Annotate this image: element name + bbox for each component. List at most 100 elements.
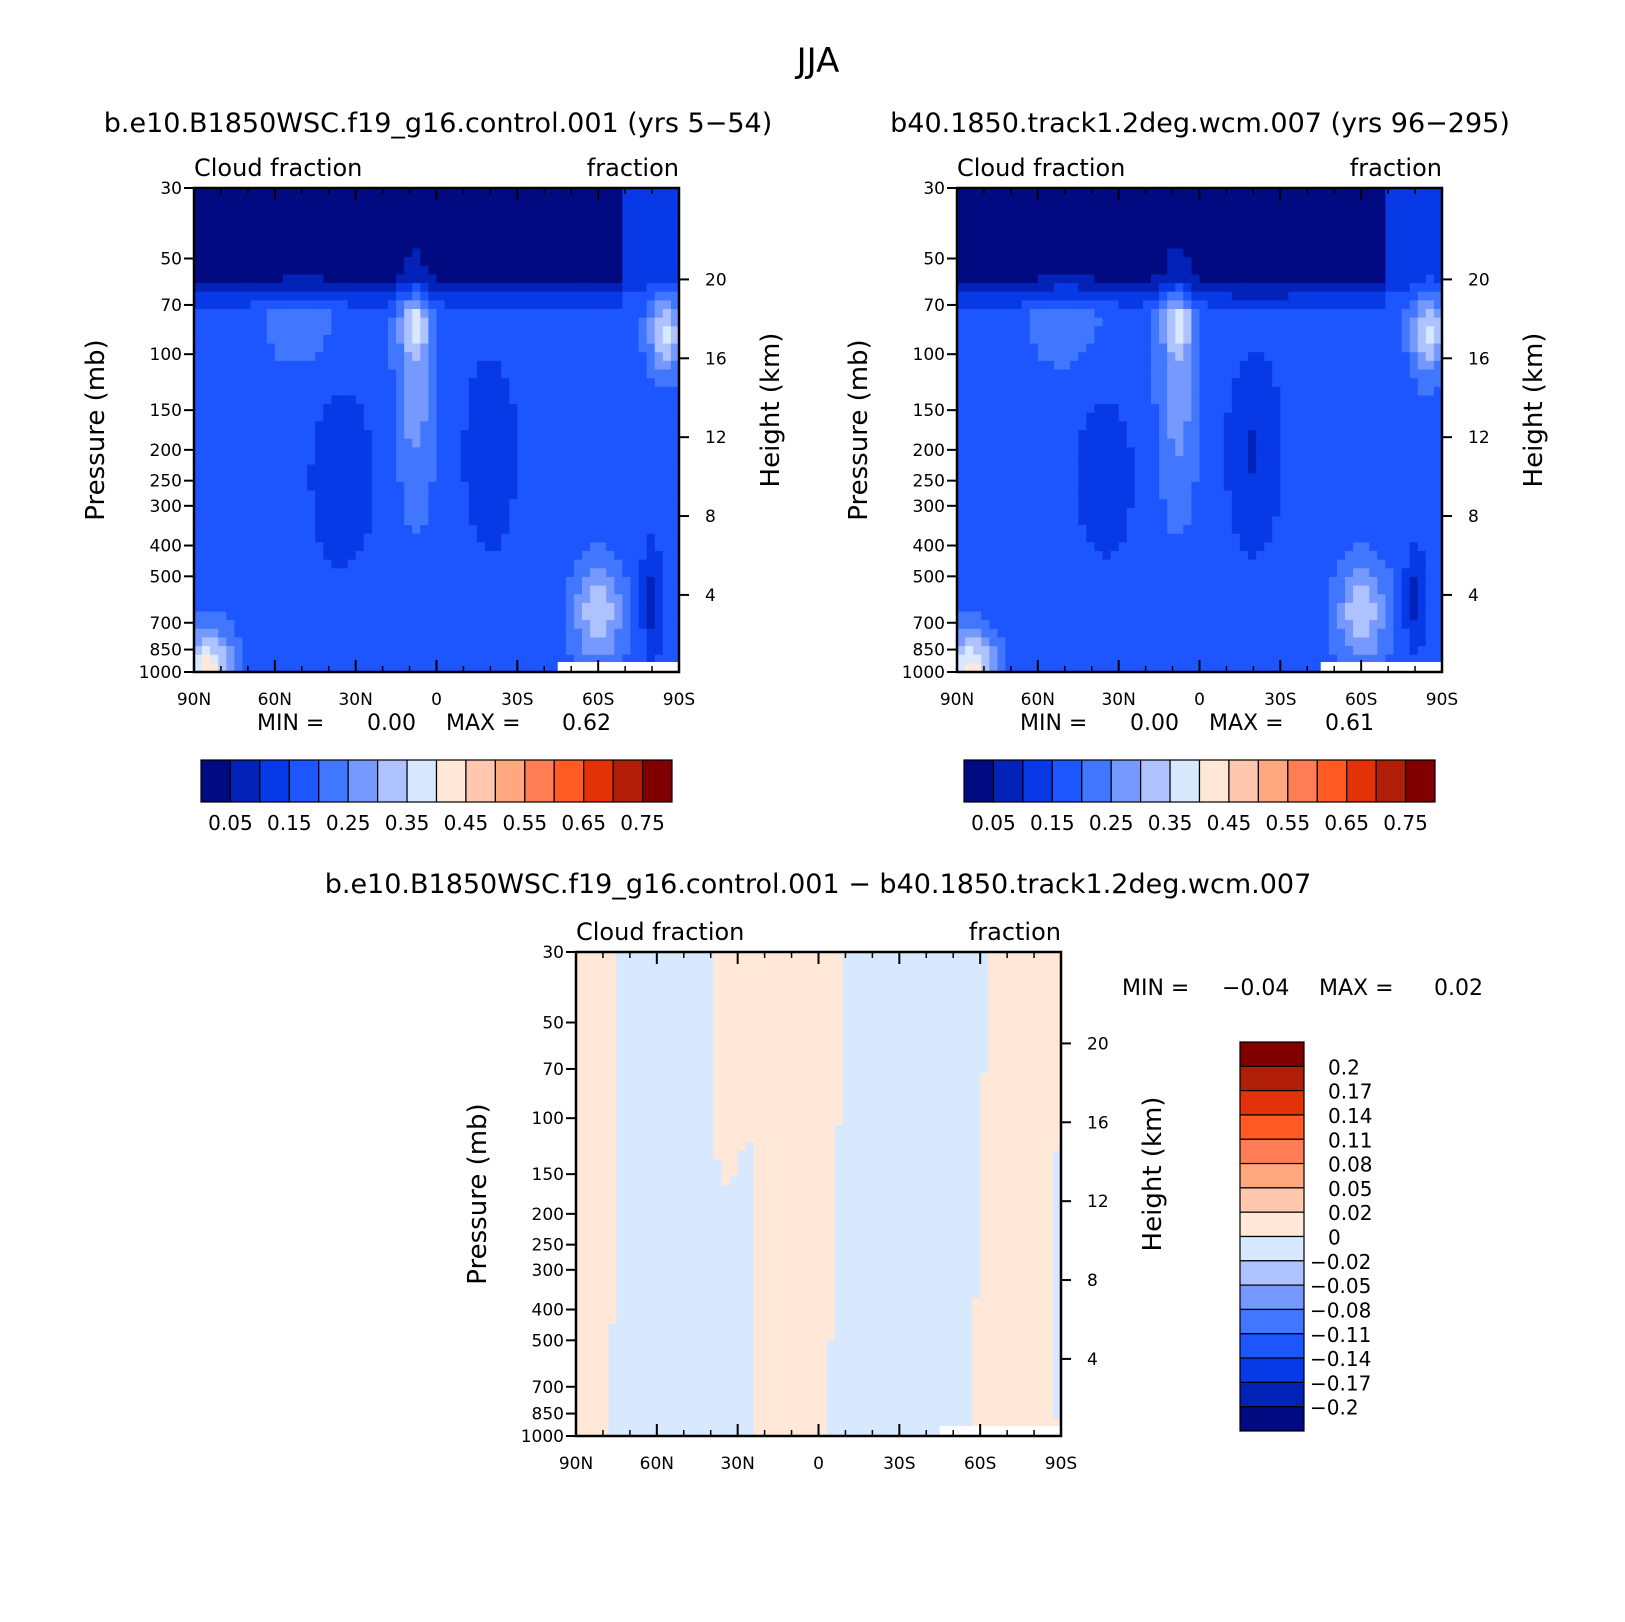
- field-cell: [989, 369, 999, 379]
- field-cell: [606, 637, 615, 647]
- field-cell: [1013, 257, 1023, 267]
- field-cell: [452, 326, 462, 336]
- field-cell: [557, 213, 567, 224]
- field-cell: [1037, 438, 1047, 448]
- field-cell: [258, 628, 268, 639]
- field-cell: [989, 404, 999, 414]
- field-cell: [1110, 196, 1120, 206]
- field-cell: [379, 594, 389, 604]
- field-cell: [404, 213, 413, 224]
- field-cell: [654, 516, 664, 526]
- field-cell: [396, 542, 405, 552]
- field-cell: [315, 430, 324, 440]
- field-cell: [331, 343, 341, 353]
- field-cell: [1078, 585, 1087, 595]
- field-cell: [291, 637, 300, 647]
- field-cell: [1134, 196, 1144, 206]
- field-cell: [347, 196, 357, 206]
- field-cell: [965, 231, 974, 241]
- field-cell: [1070, 412, 1079, 422]
- field-cell: [1134, 447, 1144, 457]
- field-cell: [1086, 309, 1096, 319]
- field-cell: [517, 343, 527, 353]
- field-cell: [291, 265, 300, 276]
- field-cell: [1118, 188, 1128, 198]
- field-cell: [646, 248, 656, 258]
- field-cell: [981, 611, 990, 621]
- field-cell: [379, 222, 389, 232]
- field-cell: [541, 473, 551, 483]
- field-cell: [1070, 455, 1079, 466]
- field-cell: [630, 585, 640, 595]
- field-cell: [501, 291, 510, 301]
- field-cell: [525, 611, 535, 621]
- field-cell: [965, 291, 974, 301]
- field-cell: [1110, 637, 1120, 647]
- field-cell: [363, 559, 373, 569]
- field-cell: [565, 343, 575, 353]
- field-cell: [258, 274, 268, 284]
- field-cell: [266, 490, 276, 500]
- field-cell: [525, 473, 535, 483]
- field-cell: [250, 326, 260, 336]
- field-cell: [989, 455, 999, 466]
- field-cell: [331, 490, 341, 500]
- field-cell: [590, 248, 599, 258]
- field-cell: [606, 654, 615, 664]
- field-cell: [981, 265, 990, 276]
- field-cell: [347, 447, 357, 457]
- field-cell: [997, 585, 1007, 595]
- field-cell: [1021, 559, 1031, 569]
- field-cell: [388, 231, 397, 241]
- field-cell: [598, 257, 607, 267]
- field-cell: [614, 594, 624, 604]
- field-cell: [266, 412, 276, 422]
- field-cell: [299, 559, 308, 569]
- field-cell: [997, 568, 1007, 578]
- field-cell: [323, 343, 333, 353]
- field-cell: [274, 455, 284, 466]
- field-cell: [509, 499, 518, 509]
- field-cell: [1086, 602, 1096, 613]
- field-cell: [541, 663, 551, 672]
- field-cell: [436, 646, 446, 656]
- field-cell: [1029, 369, 1039, 379]
- field-cell: [606, 378, 615, 388]
- field-cell: [1086, 525, 1096, 535]
- field-cell: [989, 352, 999, 362]
- field-cell: [355, 334, 365, 345]
- field-cell: [1102, 507, 1112, 518]
- field-cell: [1102, 213, 1112, 224]
- field-cell: [565, 369, 575, 379]
- field-cell: [533, 628, 543, 639]
- field-cell: [1142, 542, 1152, 552]
- field-cell: [1159, 654, 1168, 664]
- field-cell: [1134, 395, 1144, 405]
- field-cell: [598, 352, 607, 362]
- field-cell: [291, 213, 300, 224]
- field-cell: [371, 611, 381, 621]
- field-cell: [1159, 499, 1168, 509]
- field-cell: [404, 421, 413, 431]
- field-cell: [1134, 663, 1144, 672]
- field-cell: [1070, 283, 1079, 293]
- field-cell: [436, 620, 446, 630]
- field-cell: [1167, 205, 1176, 215]
- field-cell: [299, 620, 308, 630]
- field-cell: [997, 473, 1007, 483]
- field-cell: [582, 473, 591, 483]
- field-cell: [315, 576, 324, 587]
- field-cell: [997, 654, 1007, 664]
- field-cell: [323, 231, 333, 241]
- field-cell: [957, 551, 966, 561]
- field-cell: [1110, 507, 1120, 518]
- field-cell: [1029, 188, 1039, 198]
- field-cell: [989, 326, 999, 336]
- field-cell: [226, 611, 236, 621]
- field-cell: [315, 568, 324, 578]
- field-cell: [533, 473, 543, 483]
- field-cell: [250, 360, 260, 371]
- field-cell: [1054, 188, 1063, 198]
- field-cell: [517, 551, 527, 561]
- field-cell: [573, 628, 583, 639]
